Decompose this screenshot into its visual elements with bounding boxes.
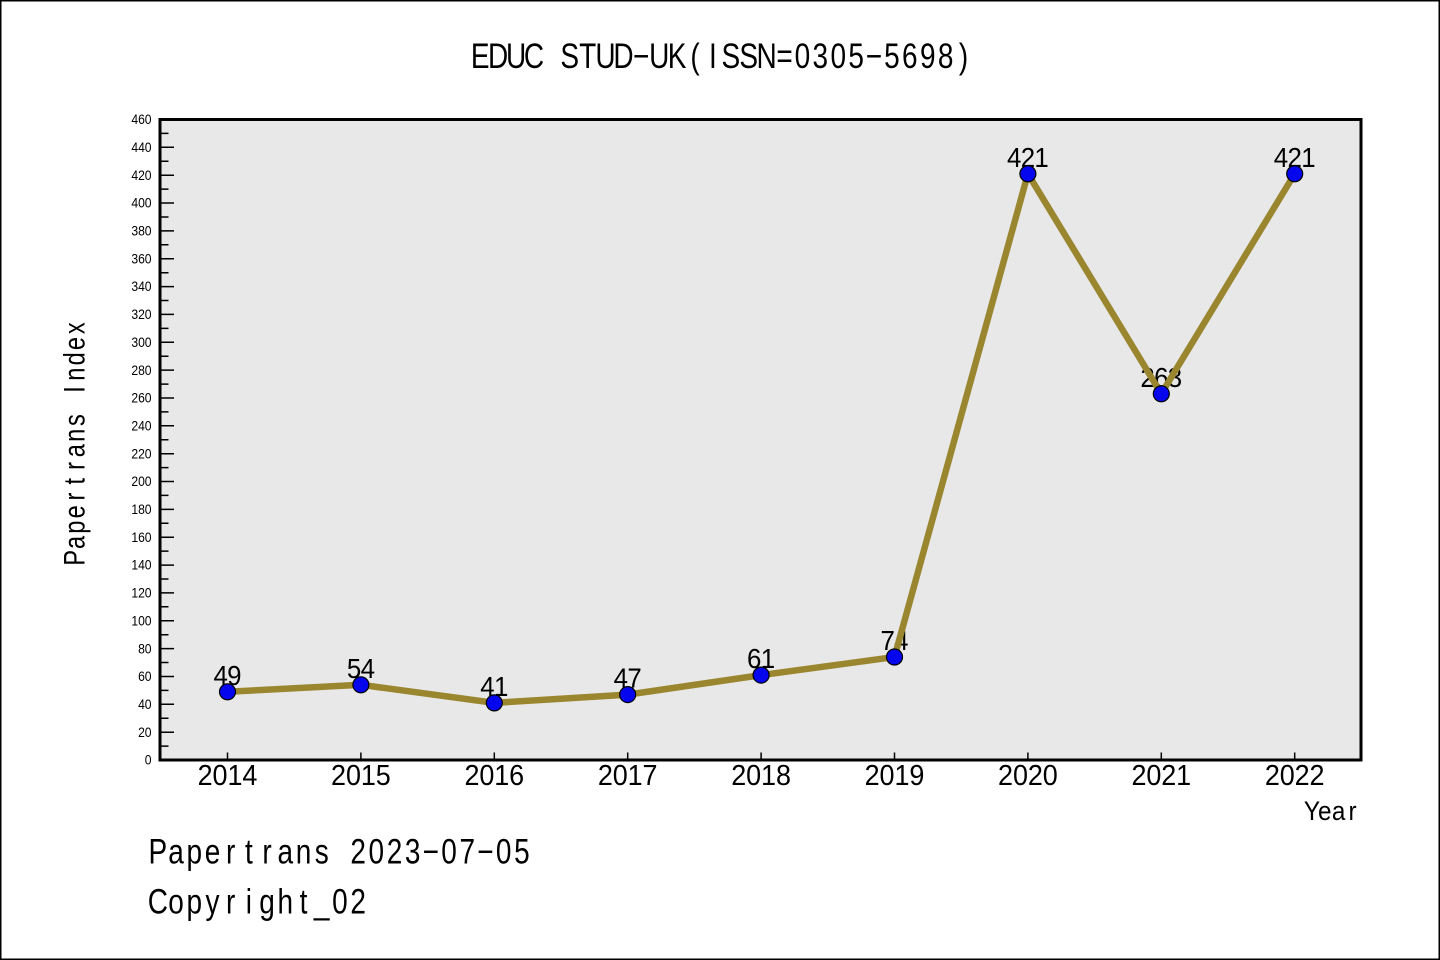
svg-text:440: 440 — [131, 139, 151, 155]
svg-text:340: 340 — [131, 279, 151, 295]
svg-text:Papertrans 2023−07−05: Papertrans 2023−07−05 — [149, 831, 530, 871]
svg-text:160: 160 — [131, 529, 151, 545]
svg-text:180: 180 — [131, 501, 151, 517]
svg-text:240: 240 — [131, 418, 151, 434]
svg-text:120: 120 — [131, 585, 151, 601]
svg-text:360: 360 — [131, 251, 151, 267]
svg-text:140: 140 — [131, 557, 151, 573]
svg-text:2022: 2022 — [1265, 759, 1325, 791]
svg-text:Year: Year — [1304, 797, 1357, 826]
svg-text:2014: 2014 — [198, 759, 258, 791]
svg-text:40: 40 — [138, 696, 151, 712]
svg-text:420: 420 — [131, 167, 151, 183]
svg-text:200: 200 — [131, 474, 151, 490]
svg-text:0: 0 — [145, 752, 152, 768]
svg-text:100: 100 — [131, 613, 151, 629]
svg-text:2020: 2020 — [998, 759, 1058, 791]
svg-text:400: 400 — [131, 195, 151, 211]
svg-text:300: 300 — [131, 334, 151, 350]
svg-text:460: 460 — [131, 112, 151, 128]
svg-text:2021: 2021 — [1131, 759, 1191, 791]
svg-text:2019: 2019 — [865, 759, 925, 791]
svg-text:280: 280 — [131, 362, 151, 378]
svg-text:320: 320 — [131, 306, 151, 322]
svg-text:260: 260 — [131, 390, 151, 406]
svg-text:2016: 2016 — [464, 759, 524, 791]
svg-text:60: 60 — [138, 668, 151, 684]
svg-text:2018: 2018 — [731, 759, 791, 791]
svg-text:20: 20 — [138, 724, 151, 740]
svg-text:80: 80 — [138, 641, 151, 657]
svg-text:2017: 2017 — [598, 759, 658, 791]
svg-text:220: 220 — [131, 446, 151, 462]
svg-text:380: 380 — [131, 223, 151, 239]
svg-text:2015: 2015 — [331, 759, 391, 791]
